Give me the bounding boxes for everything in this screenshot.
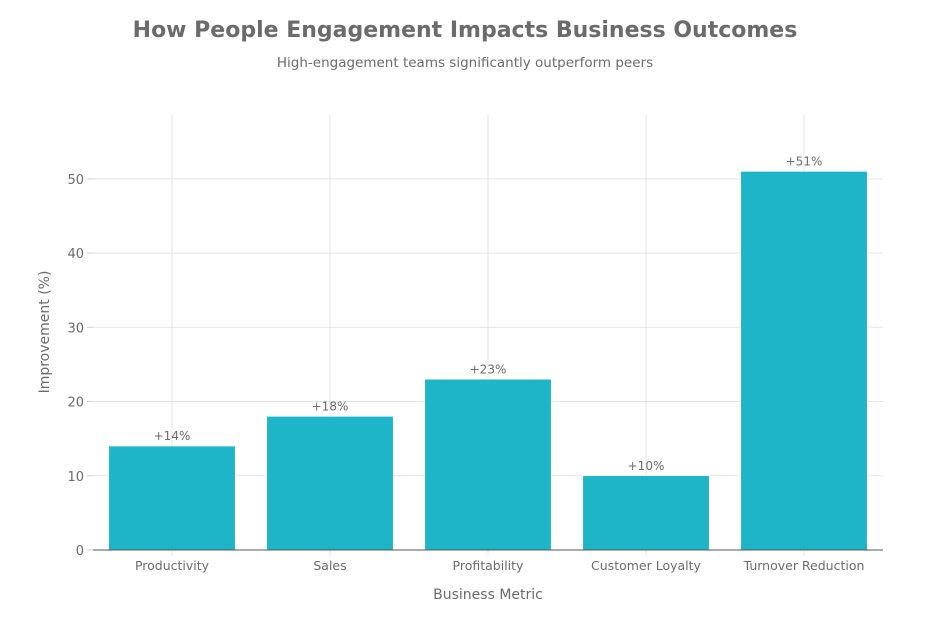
bar-turnover-reduction bbox=[740, 171, 868, 551]
y-tick-label: 30 bbox=[67, 321, 84, 336]
data-label: +18% bbox=[312, 399, 349, 413]
chart-subtitle: High-engagement teams significantly outp… bbox=[276, 55, 654, 71]
x-tick-label: Turnover Reduction bbox=[743, 558, 865, 573]
data-label: +23% bbox=[470, 362, 507, 376]
data-label: +14% bbox=[154, 429, 191, 443]
x-tick-label: Profitability bbox=[453, 558, 525, 573]
x-tick-label: Productivity bbox=[135, 558, 210, 573]
x-tick-label: Sales bbox=[313, 558, 346, 573]
y-axis-title: Improvement (%) bbox=[37, 271, 53, 394]
x-tick-label: Customer Loyalty bbox=[591, 558, 702, 573]
data-label: +51% bbox=[786, 154, 823, 168]
y-tick-label: 0 bbox=[76, 544, 84, 559]
bar-profitability bbox=[424, 379, 552, 551]
bar-sales bbox=[266, 416, 394, 551]
bar-customer-loyalty bbox=[582, 475, 710, 551]
data-label: +10% bbox=[628, 459, 665, 473]
y-tick-label: 10 bbox=[67, 470, 84, 485]
chart-title: How People Engagement Impacts Business O… bbox=[132, 18, 798, 43]
y-tick-label: 40 bbox=[67, 247, 84, 262]
y-tick-label: 50 bbox=[67, 173, 84, 188]
bar-productivity bbox=[108, 445, 236, 551]
x-axis-title: Business Metric bbox=[433, 587, 543, 603]
y-tick-label: 20 bbox=[67, 396, 84, 411]
